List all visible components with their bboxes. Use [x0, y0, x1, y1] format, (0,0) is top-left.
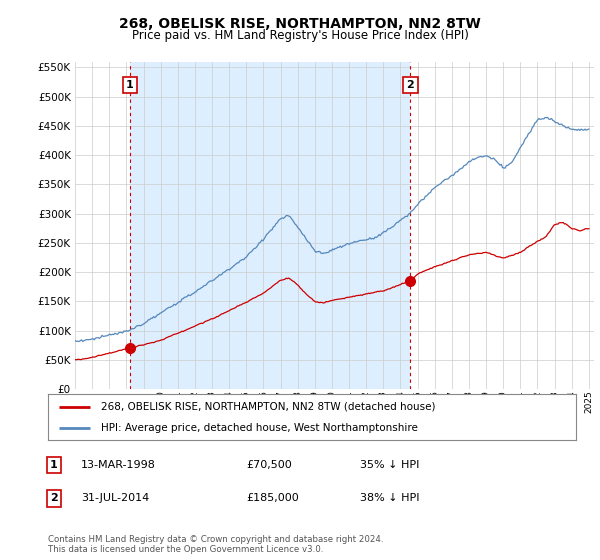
- Text: 2: 2: [50, 493, 58, 503]
- Text: 1: 1: [126, 80, 134, 90]
- Text: 2: 2: [407, 80, 414, 90]
- Text: Contains HM Land Registry data © Crown copyright and database right 2024.
This d: Contains HM Land Registry data © Crown c…: [48, 535, 383, 554]
- Bar: [130, 62, 410, 389]
- Text: 268, OBELISK RISE, NORTHAMPTON, NN2 8TW (detached house): 268, OBELISK RISE, NORTHAMPTON, NN2 8TW …: [101, 402, 436, 412]
- Text: 13-MAR-1998: 13-MAR-1998: [81, 460, 156, 470]
- Text: 38% ↓ HPI: 38% ↓ HPI: [360, 493, 419, 503]
- Text: Price paid vs. HM Land Registry's House Price Index (HPI): Price paid vs. HM Land Registry's House …: [131, 29, 469, 42]
- Text: 268, OBELISK RISE, NORTHAMPTON, NN2 8TW: 268, OBELISK RISE, NORTHAMPTON, NN2 8TW: [119, 17, 481, 31]
- Text: 31-JUL-2014: 31-JUL-2014: [81, 493, 149, 503]
- Text: 1: 1: [50, 460, 58, 470]
- Text: £70,500: £70,500: [246, 460, 292, 470]
- Text: £185,000: £185,000: [246, 493, 299, 503]
- Text: 35% ↓ HPI: 35% ↓ HPI: [360, 460, 419, 470]
- Text: HPI: Average price, detached house, West Northamptonshire: HPI: Average price, detached house, West…: [101, 423, 418, 433]
